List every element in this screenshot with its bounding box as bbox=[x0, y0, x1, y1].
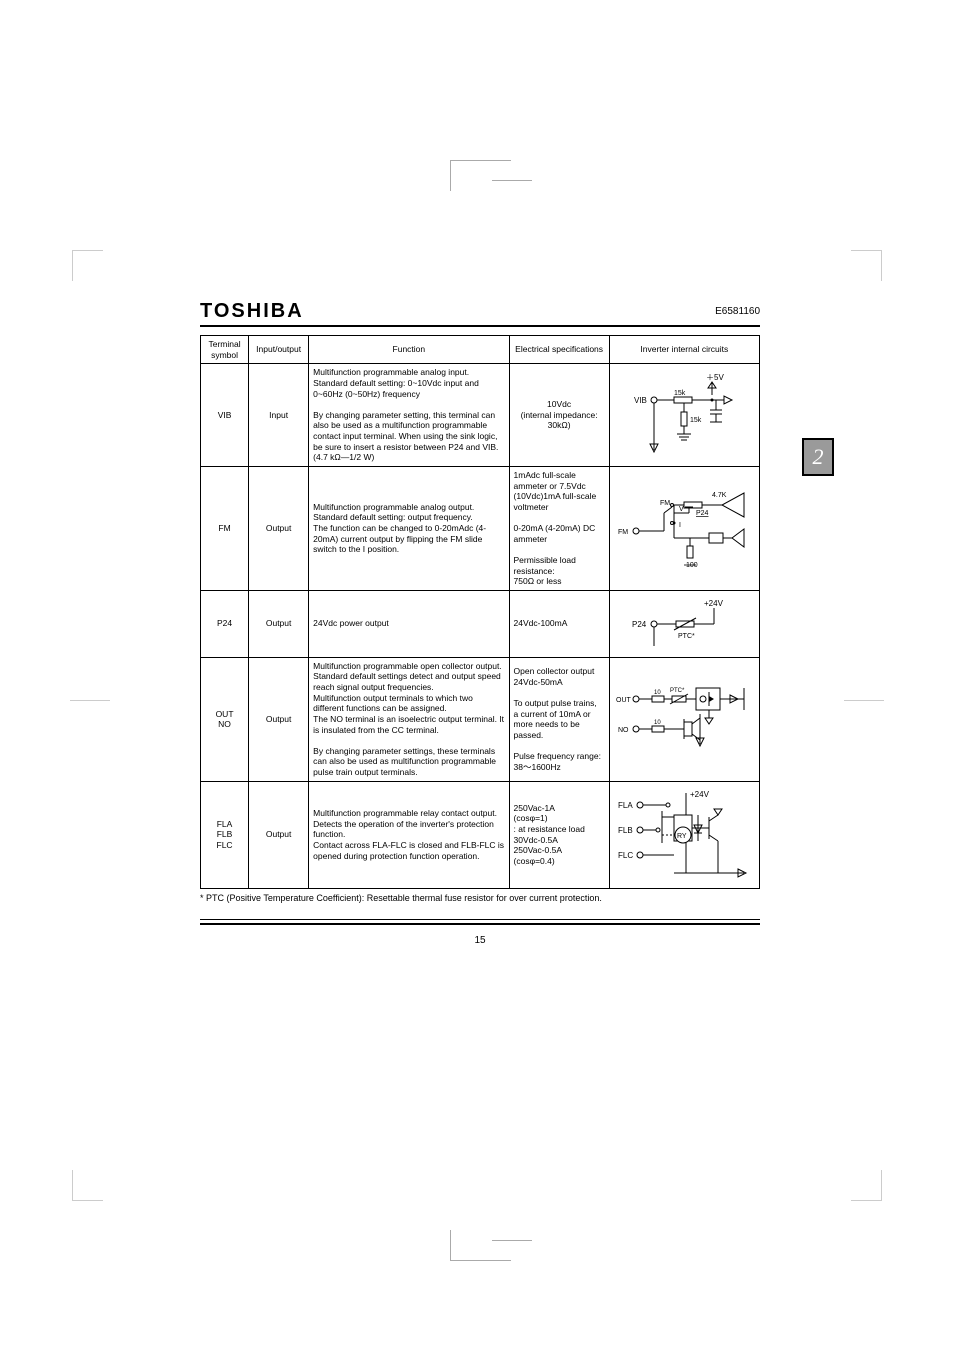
svg-text:PTC*: PTC* bbox=[670, 688, 685, 694]
table-row: VIB Input Multifunction programmable ana… bbox=[201, 364, 760, 467]
svg-text:I: I bbox=[679, 522, 681, 529]
th-io: Input/output bbox=[249, 336, 309, 364]
svg-text:+24V: +24V bbox=[690, 790, 710, 799]
th-function: Function bbox=[309, 336, 509, 364]
cell-circuit-outno: OUT 10 PTC* bbox=[609, 657, 759, 781]
cell-io: Output bbox=[249, 590, 309, 657]
cell-func: 24Vdc power output bbox=[309, 590, 509, 657]
cell-circuit-vib: ＋5V VIB 15k bbox=[609, 364, 759, 467]
svg-text:RY: RY bbox=[677, 833, 687, 840]
cell-spec: 10Vdc (internal impedance: 30kΩ) bbox=[509, 364, 609, 467]
cell-sym: FM bbox=[201, 466, 249, 590]
cell-io: Input bbox=[249, 364, 309, 467]
cell-circuit-fl: +24V FLA FLB FLC bbox=[609, 781, 759, 888]
svg-text:VIB: VIB bbox=[634, 396, 647, 405]
circuit-vib-svg: ＋5V VIB 15k bbox=[624, 370, 744, 460]
svg-text:4.7K: 4.7K bbox=[712, 492, 727, 499]
cell-spec: 250Vac-1A (cosφ=1) : at resistance load … bbox=[509, 781, 609, 888]
circuit-p24-svg: +24V P24 PTC* bbox=[624, 594, 744, 654]
svg-text:V: V bbox=[679, 506, 684, 513]
bottom-rule bbox=[200, 919, 760, 925]
cell-sym: P24 bbox=[201, 590, 249, 657]
cell-func: Multifunction programmable analog input.… bbox=[309, 364, 509, 467]
brand-logo: TOSHIBA bbox=[200, 300, 760, 327]
cell-io: Output bbox=[249, 657, 309, 781]
table-row: P24 Output 24Vdc power output 24Vdc-100m… bbox=[201, 590, 760, 657]
circuit-outno-svg: OUT 10 PTC* bbox=[614, 674, 754, 764]
svg-text:＋5V: ＋5V bbox=[706, 373, 724, 382]
th-circuit: Inverter internal circuits bbox=[609, 336, 759, 364]
svg-text:FM: FM bbox=[618, 529, 628, 536]
side-tab: 2 bbox=[802, 438, 834, 476]
table-row: FLA FLB FLC Output Multifunction program… bbox=[201, 781, 760, 888]
svg-text:100: 100 bbox=[686, 562, 698, 569]
cell-io: Output bbox=[249, 781, 309, 888]
svg-text:OUT: OUT bbox=[616, 697, 632, 704]
th-terminal: Terminal symbol bbox=[201, 336, 249, 364]
th-elec-spec: Electrical specifications bbox=[509, 336, 609, 364]
table-row: OUT NO Output Multifunction programmable… bbox=[201, 657, 760, 781]
svg-text:NO: NO bbox=[618, 727, 629, 734]
cell-spec: Open collector output 24Vdc-50mA To outp… bbox=[509, 657, 609, 781]
circuit-fl-svg: +24V FLA FLB FLC bbox=[614, 785, 754, 885]
cell-circuit-p24: +24V P24 PTC* bbox=[609, 590, 759, 657]
svg-text:15k: 15k bbox=[690, 417, 702, 424]
table-header-row: Terminal symbol Input/output Function El… bbox=[201, 336, 760, 364]
circuit-fm-svg: 4.7K FM V P24 I bbox=[614, 483, 754, 573]
cell-func: Multifunction programmable relay contact… bbox=[309, 781, 509, 888]
svg-text:FLB: FLB bbox=[618, 826, 633, 835]
table-row: FM Output Multifunction programmable ana… bbox=[201, 466, 760, 590]
svg-text:10: 10 bbox=[654, 720, 661, 726]
svg-text:FLC: FLC bbox=[618, 851, 633, 860]
cell-func: Multifunction programmable open collecto… bbox=[309, 657, 509, 781]
cell-spec: 24Vdc-100mA bbox=[509, 590, 609, 657]
cell-sym: VIB bbox=[201, 364, 249, 467]
cell-spec: 1mAdc full-scale ammeter or 7.5Vdc (10Vd… bbox=[509, 466, 609, 590]
cell-sym: OUT NO bbox=[201, 657, 249, 781]
cell-sym: FLA FLB FLC bbox=[201, 781, 249, 888]
page-number: 15 bbox=[200, 935, 760, 946]
ptc-footnote: * PTC (Positive Temperature Coefficient)… bbox=[200, 893, 760, 903]
document-number: E6581160 bbox=[715, 306, 760, 317]
page-content: TOSHIBA E6581160 Terminal symbol Input/o… bbox=[200, 300, 760, 946]
cell-io: Output bbox=[249, 466, 309, 590]
svg-text:15k: 15k bbox=[674, 390, 686, 397]
cell-func: Multifunction programmable analog output… bbox=[309, 466, 509, 590]
svg-text:PTC*: PTC* bbox=[678, 633, 695, 640]
svg-text:+24V: +24V bbox=[704, 599, 724, 608]
svg-text:P24: P24 bbox=[632, 620, 647, 629]
cell-circuit-fm: 4.7K FM V P24 I bbox=[609, 466, 759, 590]
svg-text:P24: P24 bbox=[696, 510, 709, 517]
svg-text:10: 10 bbox=[654, 690, 661, 696]
svg-text:FM: FM bbox=[660, 500, 670, 507]
terminal-spec-table: Terminal symbol Input/output Function El… bbox=[200, 335, 760, 889]
svg-text:FLA: FLA bbox=[618, 801, 633, 810]
